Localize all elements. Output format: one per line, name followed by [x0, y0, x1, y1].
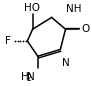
Text: HO: HO	[24, 3, 40, 13]
Text: F: F	[5, 36, 11, 46]
Text: N: N	[27, 72, 35, 82]
Text: 2: 2	[27, 74, 32, 83]
Text: H: H	[21, 72, 29, 82]
Text: NH: NH	[66, 4, 81, 14]
Text: N: N	[62, 58, 70, 68]
Text: O: O	[81, 24, 89, 34]
